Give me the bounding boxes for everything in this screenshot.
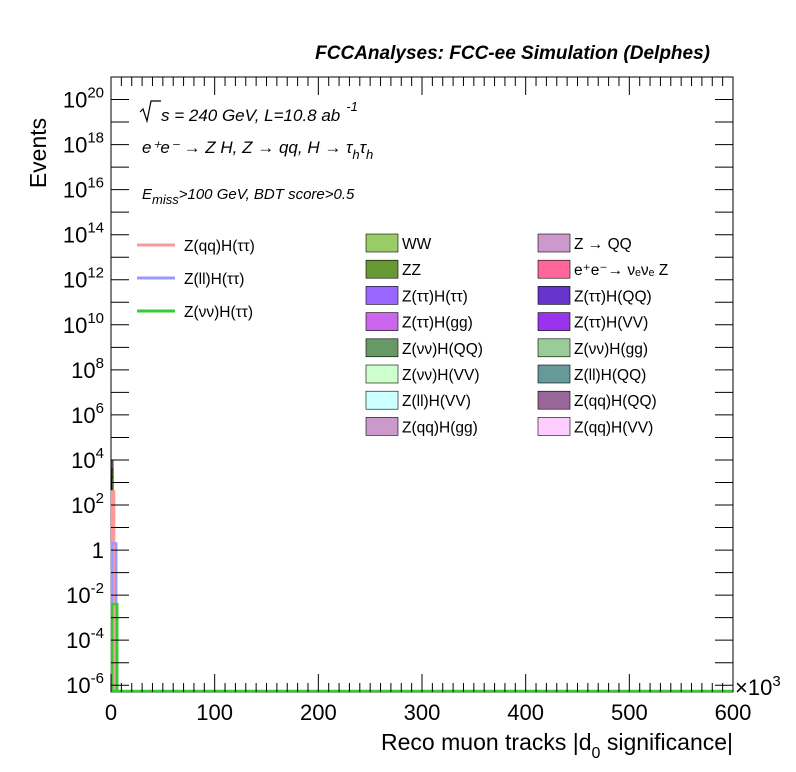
legend-box-label: Z(qq)H(gg): [402, 419, 478, 436]
x-tick-label: 100: [196, 700, 233, 725]
y-tick-label: 1018: [63, 130, 104, 158]
chart-title: FCCAnalyses: FCC-ee Simulation (Delphes): [315, 43, 710, 64]
legend-box-label: Z(ττ)H(QQ): [574, 288, 652, 305]
x-tick-label: 200: [300, 700, 337, 725]
legend-line-label: Z(qq)H(ττ): [184, 238, 255, 255]
legend-box-label: Z(qq)H(QQ): [574, 393, 657, 410]
x-tick-label: 0: [105, 700, 117, 725]
legend-box-label: e⁺e⁻→ νₑνₑ Z: [574, 262, 668, 279]
legend-box-label: Z(ll)H(QQ): [574, 367, 646, 384]
legend-box-label: Z(νν)H(gg): [574, 341, 648, 358]
legend-box-label: ZZ: [402, 262, 421, 279]
energy-superscript: -1: [346, 99, 358, 114]
x-tick-label: 500: [611, 700, 648, 725]
legend-box-swatch: [365, 286, 399, 305]
x-tick-label: 300: [404, 700, 441, 725]
y-tick-label: 1016: [63, 175, 104, 203]
x-exponent-label: ×103: [735, 673, 781, 700]
y-tick-label: 108: [71, 355, 104, 383]
legend-box-swatch: [537, 259, 571, 279]
process-annotation: e⁺e⁻ → Z H, Z → qq, H → τhτh: [142, 138, 373, 162]
y-tick-label: 1010: [63, 310, 104, 338]
legend-line-label: Z(ll)H(ττ): [184, 271, 244, 288]
legend-box-swatch: [365, 312, 399, 331]
y-tick-label: 1012: [63, 265, 104, 293]
y-tick-label: 1014: [63, 220, 104, 248]
y-tick-label: 1020: [63, 85, 104, 113]
legend-line-label: Z(νν)H(ττ): [184, 304, 253, 321]
energy-annotation: s = 240 GeV, L=10.8 ab -1: [139, 99, 358, 125]
plot-frame: [110, 76, 734, 693]
legend-box-label: WW: [402, 236, 432, 253]
legend-box-swatch: [537, 286, 571, 305]
legend: Z(qq)H(ττ) Z(ll)H(ττ) Z(νν)H(ττ) WW Z → QQ ZZ…: [137, 233, 668, 436]
cuts-annotation: Emiss>100 GeV, BDT score>0.5: [142, 186, 355, 207]
energy-text: s = 240 GeV, L=10.8 ab: [161, 106, 340, 125]
x-tick-label: 400: [507, 700, 544, 725]
y-tick-label: 10-4: [66, 625, 104, 653]
legend-box-label: Z(ττ)H(ττ): [402, 288, 468, 305]
y-tick-label: 10-2: [66, 580, 104, 608]
legend-box-swatch: [365, 364, 399, 384]
y-tick-label: 10-6: [66, 670, 104, 698]
ticks-layer: 0 100 200 300 400 500 600 10-6 10-4 10-2 1 102 104 10…: [63, 77, 752, 725]
legend-box-swatch: [365, 390, 399, 410]
legend-box-swatch: [537, 364, 571, 384]
legend-box-label: Z(qq)H(VV): [574, 419, 653, 436]
legend-box-swatch: [537, 390, 571, 410]
legend-box-swatch: [365, 338, 399, 358]
sqrt-symbol-icon: [139, 100, 161, 124]
bars-layer: [110, 459, 733, 693]
legend-box-label: Z(ττ)H(gg): [402, 315, 473, 332]
y-tick-label: 102: [71, 490, 104, 518]
legend-box-swatch: [537, 312, 571, 331]
legend-box-swatch: [365, 417, 399, 436]
svg-text:s = 240 GeV, L=10.8 ab-1: s = 240 GeV, L=10.8 ab -1: [161, 99, 358, 125]
legend-box-swatch: [537, 417, 571, 436]
y-tick-label: 104: [71, 445, 104, 473]
legend-box-label: Z → QQ: [574, 236, 632, 253]
y-tick-label: 106: [71, 400, 104, 428]
signal-line-2: [110, 602, 119, 692]
legend-box-label: Z(νν)H(VV): [402, 367, 480, 384]
x-axis-label: Reco muon tracks |d0 significance|: [381, 729, 733, 762]
legend-box-swatch: [537, 233, 571, 253]
x-tick-label: 600: [715, 700, 752, 725]
legend-box-swatch: [365, 259, 399, 279]
legend-box-label: Z(ll)H(VV): [402, 393, 471, 410]
legend-box-swatch: [365, 233, 399, 253]
legend-box-swatch: [537, 338, 571, 358]
y-tick-label: 1: [92, 538, 104, 563]
y-axis-label: Events: [25, 118, 51, 188]
legend-box-label: Z(ττ)H(VV): [574, 315, 648, 332]
legend-box-label: Z(νν)H(QQ): [402, 341, 483, 358]
